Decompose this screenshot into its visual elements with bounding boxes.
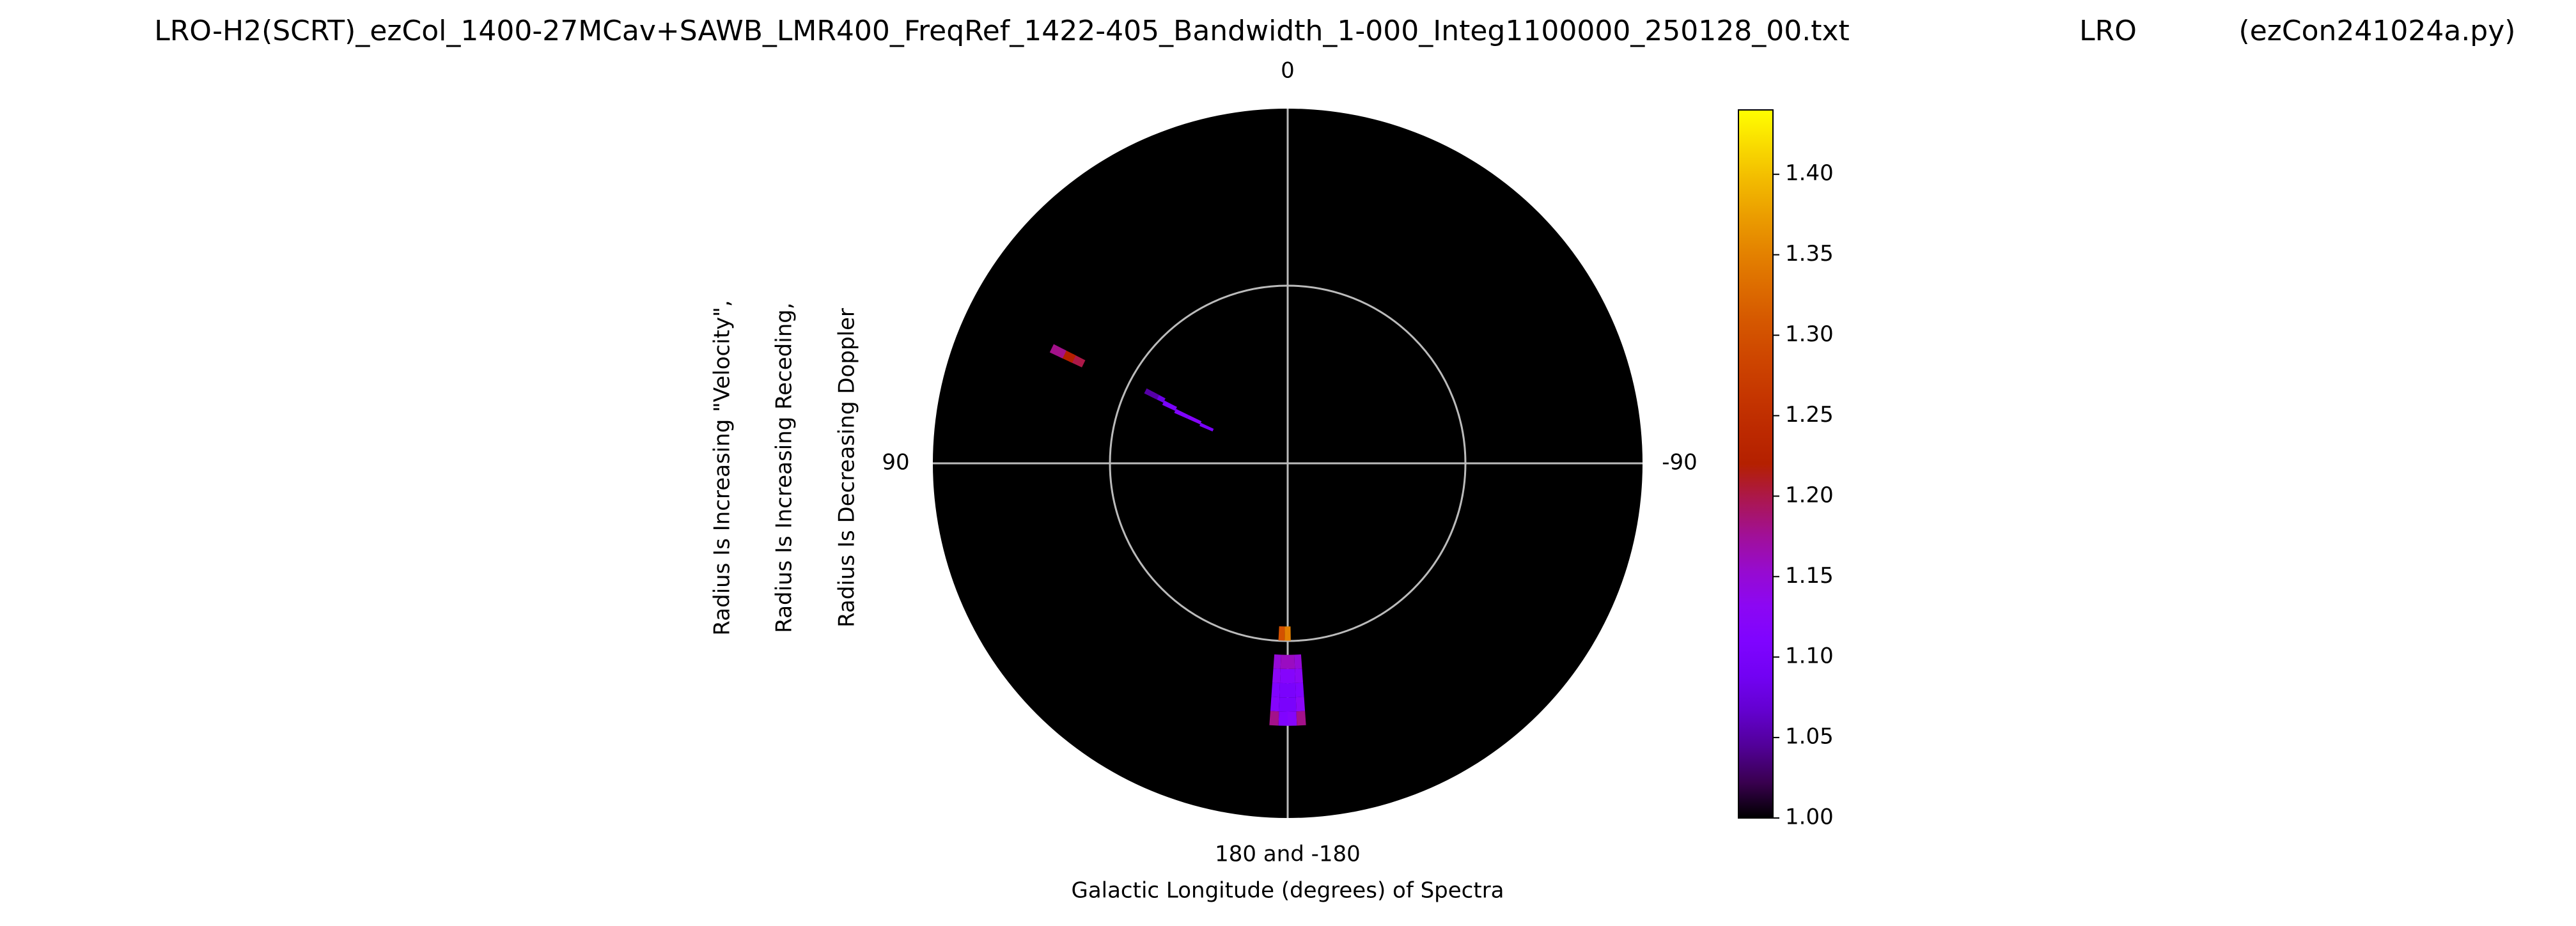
data-cell	[1278, 711, 1288, 726]
data-cell	[1288, 683, 1296, 698]
data-cell	[1271, 683, 1280, 698]
data-cell	[1162, 400, 1177, 411]
data-cell	[1199, 422, 1214, 432]
colorbar-tick-label: 1.25	[1785, 402, 1834, 428]
data-cell	[1174, 408, 1189, 419]
x-axis-label: Galactic Longitude (degrees) of Spectra	[1071, 878, 1504, 904]
chart-title: LRO-H2(SCRT)_ezCol_1400-27MCav+SAWB_LMR4…	[154, 15, 1850, 47]
data-cell	[1279, 683, 1288, 698]
data-cell	[1288, 697, 1297, 712]
colorbar-tick-label: 1.05	[1785, 724, 1834, 750]
data-cell	[1279, 668, 1288, 684]
colorbar	[1738, 109, 1774, 819]
colorbar-tick-label: 1.15	[1785, 563, 1834, 589]
data-cell	[1288, 654, 1295, 669]
data-cell	[1294, 654, 1302, 669]
theta-tick-label: -90	[1662, 450, 1698, 475]
data-cell	[1273, 654, 1281, 669]
colorbar-tick-label: 1.00	[1785, 805, 1834, 830]
data-cell	[1280, 654, 1288, 669]
y-axis-label: Radius Is Decreasing Doppler	[834, 308, 860, 628]
theta-tick-label: 0	[1281, 58, 1295, 84]
data-cell	[1288, 711, 1297, 726]
data-cell	[1279, 697, 1288, 712]
data-cell	[1269, 711, 1279, 726]
data-cell	[1288, 668, 1296, 684]
colorbar-tick-label: 1.35	[1785, 241, 1834, 266]
data-cell	[1295, 683, 1304, 698]
y-axis-label: Radius Is Increasing "Velocity",	[710, 300, 735, 635]
data-cell	[1272, 668, 1281, 683]
theta-tick-label: 180 and -180	[1215, 842, 1361, 867]
chart-subtitle: (ezCon241024a.py)	[2239, 15, 2516, 47]
data-cell	[1296, 711, 1306, 726]
chart-subtitle: LRO	[2079, 15, 2137, 47]
colorbar-tick-label: 1.10	[1785, 644, 1834, 669]
colorbar-tick-label: 1.30	[1785, 321, 1834, 347]
data-cell	[1187, 415, 1202, 425]
data-cell	[1144, 388, 1160, 400]
data-cell	[1295, 668, 1304, 683]
data-cell	[1049, 344, 1066, 359]
data-cell	[1284, 626, 1291, 641]
y-axis-label: Radius Is Increasing Receding,	[772, 302, 797, 633]
data-cell	[1278, 626, 1285, 641]
colorbar-tick-label: 1.20	[1785, 482, 1834, 508]
colorbar-tick-label: 1.40	[1785, 160, 1834, 186]
theta-tick-label: 90	[882, 450, 909, 475]
data-cell	[1270, 697, 1280, 712]
data-cell	[1295, 697, 1306, 712]
